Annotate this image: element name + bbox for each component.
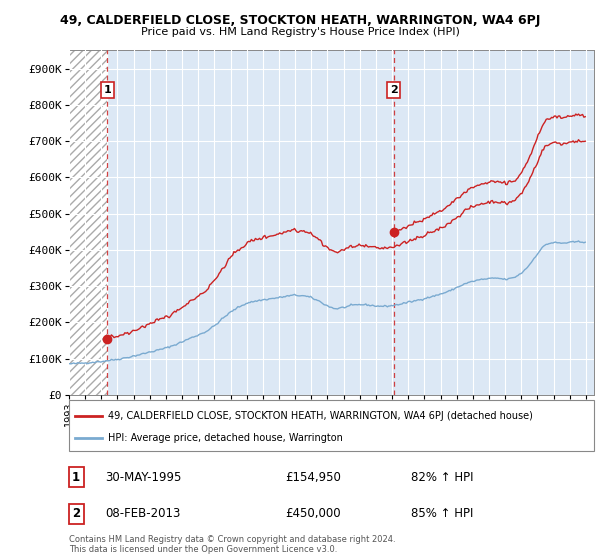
Text: 08-FEB-2013: 08-FEB-2013 — [105, 507, 181, 520]
Bar — [69, 50, 107, 395]
Text: 1: 1 — [72, 471, 80, 484]
Text: £450,000: £450,000 — [285, 507, 341, 520]
Text: 2: 2 — [72, 507, 80, 520]
Text: 85% ↑ HPI: 85% ↑ HPI — [411, 507, 473, 520]
Text: Price paid vs. HM Land Registry's House Price Index (HPI): Price paid vs. HM Land Registry's House … — [140, 27, 460, 37]
Text: 49, CALDERFIELD CLOSE, STOCKTON HEATH, WARRINGTON, WA4 6PJ (detached house): 49, CALDERFIELD CLOSE, STOCKTON HEATH, W… — [108, 410, 533, 421]
Text: £154,950: £154,950 — [285, 471, 341, 484]
Text: Contains HM Land Registry data © Crown copyright and database right 2024.
This d: Contains HM Land Registry data © Crown c… — [69, 535, 395, 554]
Text: 2: 2 — [390, 85, 398, 95]
Text: 82% ↑ HPI: 82% ↑ HPI — [411, 471, 473, 484]
Text: HPI: Average price, detached house, Warrington: HPI: Average price, detached house, Warr… — [108, 433, 343, 443]
Text: 1: 1 — [103, 85, 111, 95]
Text: 49, CALDERFIELD CLOSE, STOCKTON HEATH, WARRINGTON, WA4 6PJ: 49, CALDERFIELD CLOSE, STOCKTON HEATH, W… — [60, 14, 540, 27]
Text: 30-MAY-1995: 30-MAY-1995 — [105, 471, 181, 484]
Bar — [69, 50, 107, 395]
